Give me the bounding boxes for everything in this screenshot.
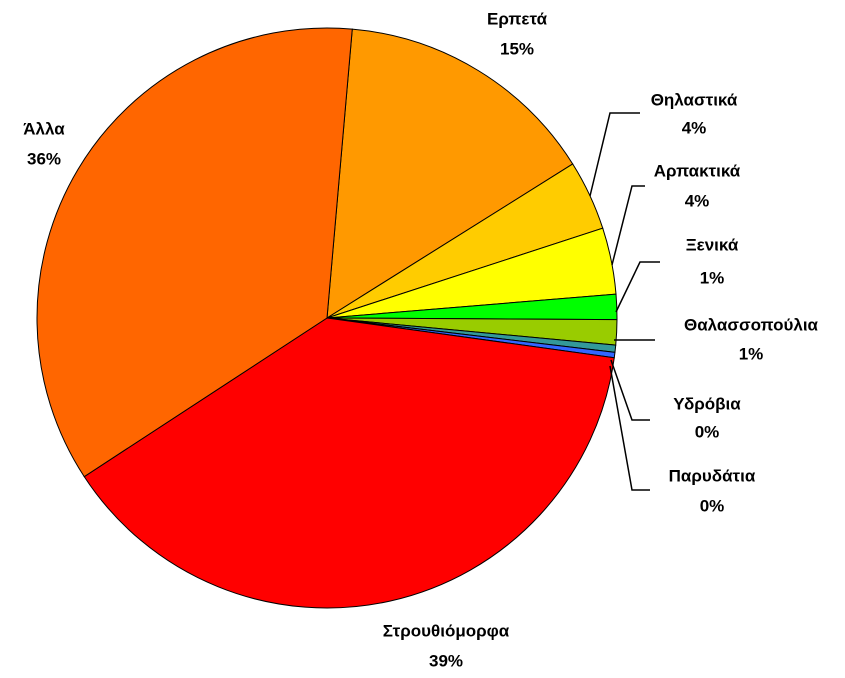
slice-value-label: 36% [27, 149, 61, 168]
slice-value-label: 15% [500, 39, 534, 58]
slice-value-label: 0% [695, 422, 720, 441]
slice-value-label: 39% [429, 651, 463, 670]
leader-line [615, 261, 660, 313]
slice-label: Άλλα [23, 119, 65, 138]
slice-value-label: 1% [739, 344, 764, 363]
slice-label: Θαλασσοπούλια [684, 315, 819, 334]
leader-line [589, 112, 640, 197]
slice-label: Ερπετά [487, 9, 548, 28]
pie-slice [326, 28, 574, 319]
slice-label: Στρουθιόμορφα [383, 621, 510, 640]
slice-label: Αρπακτικά [654, 161, 741, 180]
slice-label: Παρυδάτια [669, 466, 756, 485]
slice-value-label: 0% [700, 496, 725, 515]
slice-value-label: 4% [682, 118, 707, 137]
slice-value-label: 4% [685, 191, 710, 210]
leader-line [611, 185, 645, 266]
pie-slice [36, 27, 353, 478]
slice-label: Υδρόβια [673, 394, 741, 413]
leader-line [610, 359, 650, 421]
slice-value-label: 1% [700, 268, 725, 287]
slice-label: Ξενικά [686, 235, 739, 254]
leader-line [609, 365, 650, 491]
slice-label: Θηλαστικά [651, 90, 738, 109]
